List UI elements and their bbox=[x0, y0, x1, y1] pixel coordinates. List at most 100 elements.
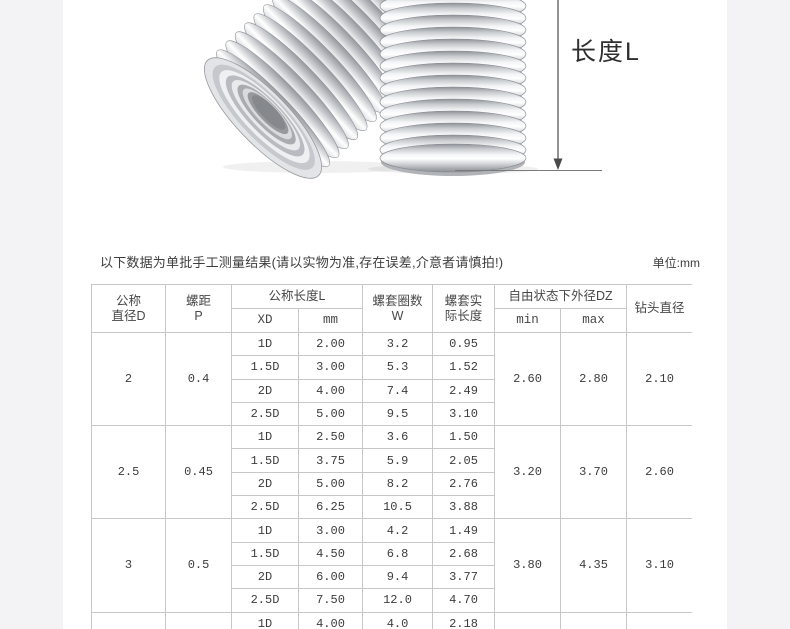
col-header-nominal-diameter: 公称 直径D bbox=[91, 284, 166, 333]
cell-actual: 3.10 bbox=[432, 401, 496, 427]
cell-xd: 2.5D bbox=[231, 588, 299, 613]
header-text: 螺套圈数 bbox=[372, 293, 423, 308]
col-header-drill-diameter: 钻头直径 bbox=[626, 284, 692, 333]
cell-min: 3.20 bbox=[494, 425, 562, 520]
cell-actual: 0.95 bbox=[432, 331, 496, 357]
cell-actual: 1.52 bbox=[432, 355, 496, 380]
cell-coils: 6.8 bbox=[362, 541, 434, 566]
cell-diameter bbox=[91, 611, 166, 629]
cell-mm: 5.00 bbox=[297, 471, 364, 497]
cell-mm: 6.25 bbox=[297, 495, 364, 520]
cell-drill bbox=[626, 611, 692, 629]
table-row: 1.5D 3.75 5.9 2.05 bbox=[92, 448, 693, 473]
cell-max: 2.80 bbox=[560, 331, 628, 427]
header-text: 直径D bbox=[111, 308, 146, 323]
cell-xd: 2.5D bbox=[231, 401, 299, 427]
cell-coils: 7.4 bbox=[362, 378, 434, 403]
content-area: 长度L 以下数据为单批手工测量结果(请以实物为准,存在误差,介意者请慎拍!) 单… bbox=[63, 0, 727, 629]
coil-mouth-threads bbox=[203, 57, 323, 179]
cell-diameter: 2 bbox=[91, 331, 166, 427]
cell-pitch: 0.45 bbox=[165, 425, 232, 520]
cell-min: 3.80 bbox=[494, 518, 562, 613]
vertical-coil-insert bbox=[379, 0, 527, 176]
cell-mm: 2.00 bbox=[297, 331, 364, 357]
cell-mm: 3.75 bbox=[297, 448, 364, 473]
col-header-coil-count: 螺套圈数 W bbox=[362, 284, 434, 333]
table-row: 2.5D 5.00 9.5 3.10 bbox=[92, 401, 693, 427]
cell-drill: 3.10 bbox=[626, 518, 692, 613]
col-header-mm: mm bbox=[297, 308, 364, 333]
cell-pitch bbox=[165, 611, 232, 629]
cell-xd: 1D bbox=[231, 425, 299, 450]
cell-mm: 4.00 bbox=[297, 378, 364, 403]
cell-actual: 1.49 bbox=[432, 518, 496, 543]
cell-coils: 12.0 bbox=[362, 588, 434, 613]
cell-actual: 3.77 bbox=[432, 564, 496, 590]
cell-xd: 2D bbox=[231, 564, 299, 590]
cell-xd: 1.5D bbox=[231, 541, 299, 566]
measurement-disclaimer-note: 以下数据为单批手工测量结果(请以实物为准,存在误差,介意者请慎拍!) bbox=[100, 255, 504, 270]
cell-coils: 5.3 bbox=[362, 355, 434, 380]
cell-drill: 2.60 bbox=[626, 425, 692, 520]
table-row: 2D 4.00 7.4 2.49 bbox=[92, 378, 693, 403]
cell-xd: 1D bbox=[231, 331, 299, 357]
col-header-max: max bbox=[560, 308, 628, 333]
cell-coils: 4.0 bbox=[362, 611, 434, 629]
col-header-actual-length: 螺套实 际长度 bbox=[432, 284, 496, 333]
table-row: 2.5D 6.25 10.5 3.88 bbox=[92, 495, 693, 520]
cell-actual: 3.88 bbox=[432, 495, 496, 520]
table-row: 2 0.4 1D 2.00 3.2 0.95 2.60 2.80 2.10 bbox=[91, 331, 692, 427]
cell-actual: 1.50 bbox=[432, 425, 496, 450]
col-header-nominal-length: 公称长度L bbox=[230, 284, 364, 309]
cell-mm: 3.00 bbox=[297, 518, 364, 543]
table-row: 1.5D 4.50 6.8 2.68 bbox=[92, 541, 693, 566]
unit-label: 单位:mm bbox=[652, 256, 700, 270]
header-text: 螺套实 bbox=[444, 293, 483, 308]
cell-coils: 3.2 bbox=[362, 331, 434, 357]
cell-mm: 7.50 bbox=[297, 588, 364, 613]
table-row: 2D 5.00 8.2 2.76 bbox=[92, 471, 693, 497]
thread-insert-photo bbox=[203, 0, 602, 179]
cell-xd: 2D bbox=[231, 378, 299, 403]
cell-actual: 2.05 bbox=[432, 448, 496, 473]
cell-min: 2.60 bbox=[494, 331, 562, 427]
cell-mm: 3.00 bbox=[297, 355, 364, 380]
cell-coils: 4.2 bbox=[362, 518, 434, 543]
header-text: 公称 bbox=[115, 293, 141, 308]
cell-xd: 2.5D bbox=[231, 495, 299, 520]
header-text: 螺距 bbox=[185, 293, 211, 308]
cell-actual: 2.18 bbox=[432, 611, 496, 629]
cell-diameter: 2.5 bbox=[91, 425, 166, 520]
cell-actual: 2.49 bbox=[432, 378, 496, 403]
cell-mm: 4.00 bbox=[297, 611, 364, 629]
cell-xd: 2D bbox=[231, 471, 299, 497]
spec-table: 公称 直径D 螺距 P 公称长度L 螺套圈数 W 螺 bbox=[91, 284, 692, 629]
header-text: W bbox=[391, 308, 404, 323]
cell-actual: 4.70 bbox=[432, 588, 496, 613]
table-row: 3 0.5 1D 3.00 4.2 1.49 3.80 4.35 3.10 bbox=[91, 518, 692, 613]
down-arrow-icon bbox=[553, 158, 563, 170]
cell-max bbox=[560, 611, 628, 629]
col-header-min: min bbox=[494, 308, 562, 333]
cell-mm: 6.00 bbox=[297, 564, 364, 590]
cell-coils: 9.5 bbox=[362, 401, 434, 427]
cell-xd: 1.5D bbox=[231, 448, 299, 473]
cell-coils: 9.4 bbox=[362, 564, 434, 590]
note-row: 以下数据为单批手工测量结果(请以实物为准,存在误差,介意者请慎拍!) 单位:mm bbox=[100, 252, 700, 271]
cell-diameter: 3 bbox=[91, 518, 166, 613]
table-row: 1.5D 3.00 5.3 1.52 bbox=[92, 355, 693, 380]
cell-max: 3.70 bbox=[560, 425, 628, 520]
cell-mm: 5.00 bbox=[297, 401, 364, 427]
cell-actual: 2.68 bbox=[432, 541, 496, 566]
cell-coils: 8.2 bbox=[362, 471, 434, 497]
cell-xd: 1D bbox=[231, 611, 299, 629]
cell-mm: 2.50 bbox=[297, 425, 364, 450]
cell-drill: 2.10 bbox=[626, 331, 692, 427]
spec-table-container: 公称 直径D 螺距 P 公称长度L 螺套圈数 W 螺 bbox=[91, 284, 692, 629]
cell-coils: 3.6 bbox=[362, 425, 434, 450]
header-text: 际长度 bbox=[444, 308, 483, 323]
col-header-free-state-od: 自由状态下外径DZ bbox=[494, 284, 628, 309]
table-row: 1D 4.00 4.0 2.18 bbox=[91, 611, 692, 629]
cell-coils: 10.5 bbox=[362, 495, 434, 520]
